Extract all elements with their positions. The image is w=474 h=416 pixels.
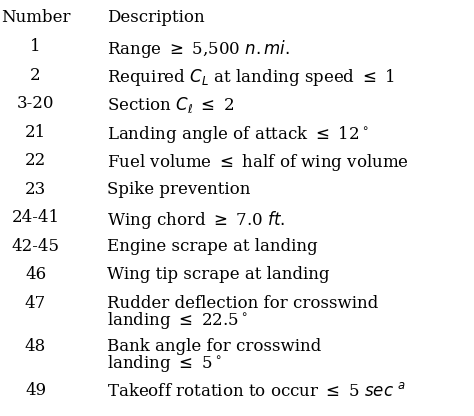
Text: Description: Description: [107, 9, 204, 26]
Text: Fuel volume $\leq$ half of wing volume: Fuel volume $\leq$ half of wing volume: [107, 152, 409, 173]
Text: 24-41: 24-41: [11, 209, 60, 226]
Text: 47: 47: [25, 295, 46, 312]
Text: 48: 48: [25, 338, 46, 355]
Text: Engine scrape at landing: Engine scrape at landing: [107, 238, 317, 255]
Text: landing $\leq$ 5$^\circ$: landing $\leq$ 5$^\circ$: [107, 353, 221, 374]
Text: 3-20: 3-20: [17, 95, 55, 112]
Text: Section $C_\ell$ $\leq$ 2: Section $C_\ell$ $\leq$ 2: [107, 95, 234, 115]
Text: Wing tip scrape at landing: Wing tip scrape at landing: [107, 266, 329, 283]
Text: Number: Number: [1, 9, 70, 26]
Text: 49: 49: [25, 382, 46, 399]
Text: Range $\geq$ 5,500 $\mathit{n.mi.}$: Range $\geq$ 5,500 $\mathit{n.mi.}$: [107, 38, 290, 60]
Text: 22: 22: [25, 152, 46, 169]
Text: Wing chord $\geq$ 7.0 $\mathit{ft.}$: Wing chord $\geq$ 7.0 $\mathit{ft.}$: [107, 209, 285, 231]
Text: 1: 1: [30, 38, 41, 55]
Text: 2: 2: [30, 67, 41, 84]
Text: 23: 23: [25, 181, 46, 198]
Text: Spike prevention: Spike prevention: [107, 181, 250, 198]
Text: Rudder deflection for crosswind: Rudder deflection for crosswind: [107, 295, 378, 312]
Text: Bank angle for crosswind: Bank angle for crosswind: [107, 338, 321, 355]
Text: 46: 46: [25, 266, 46, 283]
Text: 21: 21: [25, 124, 46, 141]
Text: Takeoff rotation to occur $\leq$ 5 $\mathit{sec}$ $^{a}$: Takeoff rotation to occur $\leq$ 5 $\mat…: [107, 382, 406, 400]
Text: 42-45: 42-45: [11, 238, 60, 255]
Text: Required $C_L$ at landing speed $\leq$ 1: Required $C_L$ at landing speed $\leq$ 1: [107, 67, 394, 88]
Text: Landing angle of attack $\leq$ 12$^\circ$: Landing angle of attack $\leq$ 12$^\circ…: [107, 124, 369, 145]
Text: landing $\leq$ 22.5$^\circ$: landing $\leq$ 22.5$^\circ$: [107, 310, 248, 331]
